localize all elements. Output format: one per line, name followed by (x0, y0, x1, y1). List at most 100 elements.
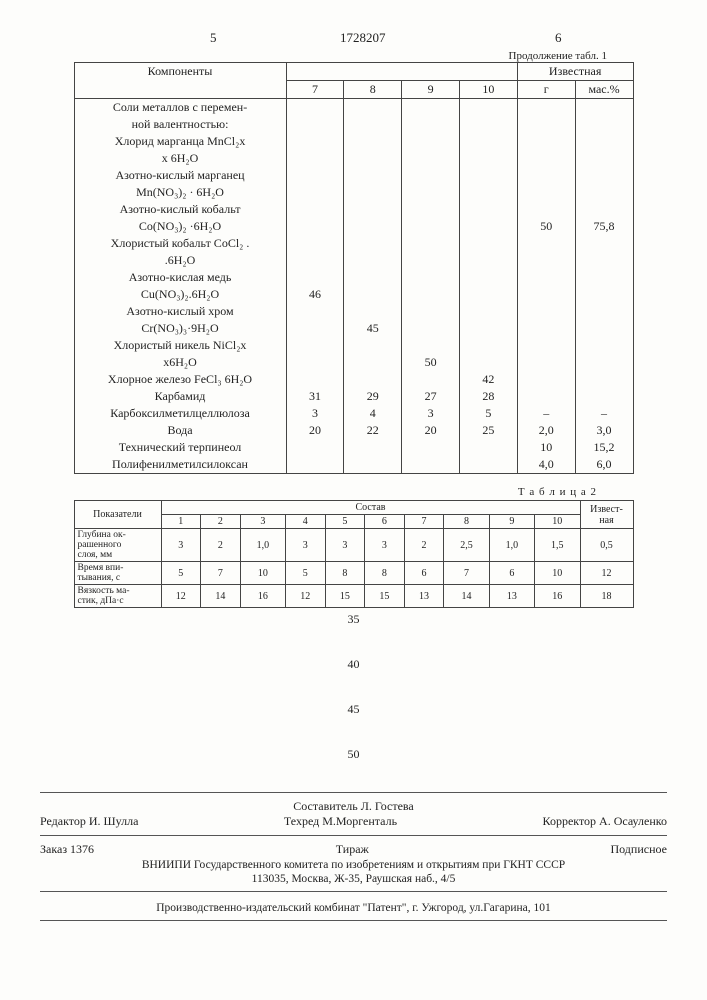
t1-cell-m (575, 133, 633, 150)
t2-cell: 6 (404, 562, 444, 585)
t1-izv-g: г (517, 81, 575, 99)
t2-cell: 1,0 (240, 529, 285, 562)
t1-cell (402, 269, 460, 286)
t1-cell (402, 337, 460, 354)
t1-cell: 20 (402, 422, 460, 439)
t1-cell (459, 116, 517, 133)
t2-col: 3 (240, 515, 285, 529)
t1-cell: 42 (459, 371, 517, 388)
t1-component: Хлорид марганца MnCl₂x (74, 133, 286, 150)
t1-cell (459, 303, 517, 320)
t2-cell: 3 (161, 529, 201, 562)
t1-cell-m (575, 252, 633, 269)
t1-cell (459, 235, 517, 252)
t1-cell (459, 439, 517, 456)
t1-cell-m: 75,8 (575, 218, 633, 235)
line-num: 40 (40, 657, 667, 672)
t1-cell (286, 150, 344, 167)
t1-component: Хлорное железо FeCl₃ 6H₂O (74, 371, 286, 388)
t1-cell (344, 150, 402, 167)
t2-head-grp: Состав (161, 501, 580, 515)
t1-cell-g (517, 269, 575, 286)
t2-cell: 7 (444, 562, 489, 585)
col-num-right: 6 (555, 30, 562, 46)
t1-col: 8 (344, 81, 402, 99)
t2-cell: 14 (201, 585, 241, 608)
t1-cell (459, 269, 517, 286)
table-1: Компоненты Известная 7 8 9 10 г мас.% Со… (74, 62, 634, 474)
t2-cell: 10 (240, 562, 285, 585)
line-num: 35 (40, 612, 667, 627)
t1-cell (286, 184, 344, 201)
t1-cell-g: 2,0 (517, 422, 575, 439)
t1-cell-m (575, 303, 633, 320)
t1-cell: 3 (286, 405, 344, 422)
t1-cell (344, 337, 402, 354)
t1-cell (286, 133, 344, 150)
t2-col: 2 (201, 515, 241, 529)
t1-cell (286, 371, 344, 388)
t1-cell-m (575, 354, 633, 371)
t1-component: Азотно-кислый хром (74, 303, 286, 320)
t1-cell (344, 116, 402, 133)
t2-row-label: Время впи- тывания, с (74, 562, 161, 585)
t1-cell (459, 133, 517, 150)
t2-head-ind: Показатели (74, 501, 161, 529)
t1-component: Cu(NO₃)₂.6H₂O (74, 286, 286, 303)
t1-cell-m (575, 337, 633, 354)
t2-cell: 13 (489, 585, 534, 608)
t1-col: 10 (459, 81, 517, 99)
t1-cell (402, 286, 460, 303)
t2-row-label: Глубина ок- рашенного слоя, мм (74, 529, 161, 562)
t1-cell (286, 201, 344, 218)
t1-component: Карбамид (74, 388, 286, 405)
footer-org1: ВНИИПИ Государственного комитета по изоб… (40, 859, 667, 871)
t1-cell: 3 (402, 405, 460, 422)
footer-order: Заказ 1376 (40, 842, 94, 857)
t2-col: 5 (325, 515, 365, 529)
t1-cell-g (517, 320, 575, 337)
t1-cell (286, 116, 344, 133)
t1-cell (459, 218, 517, 235)
t2-cell: 18 (580, 585, 633, 608)
t1-cell-g: 10 (517, 439, 575, 456)
t1-cell: 31 (286, 388, 344, 405)
t1-cell-g: – (517, 405, 575, 422)
t1-cell: 25 (459, 422, 517, 439)
t1-component: Полифенилметилсилоксан (74, 456, 286, 474)
t1-cell (402, 133, 460, 150)
t2-cell: 3 (286, 529, 326, 562)
t1-component: x 6H₂O (74, 150, 286, 167)
t1-component: x6H₂O (74, 354, 286, 371)
t1-cell-g: 50 (517, 218, 575, 235)
t2-cell: 12 (161, 585, 201, 608)
t1-cell-m (575, 201, 633, 218)
t2-cell: 3 (325, 529, 365, 562)
t1-cell (344, 269, 402, 286)
t1-cell (459, 99, 517, 117)
t1-cell (286, 456, 344, 474)
t1-cell: 5 (459, 405, 517, 422)
t1-cell (344, 99, 402, 117)
t1-cell: 27 (402, 388, 460, 405)
t2-cell: 12 (286, 585, 326, 608)
table1-continuation-label: Продолжение табл. 1 (40, 50, 607, 62)
t2-cell: 10 (535, 562, 580, 585)
t1-cell-g (517, 337, 575, 354)
t1-cell (459, 150, 517, 167)
t1-cell: 4 (344, 405, 402, 422)
t1-cell: 22 (344, 422, 402, 439)
t1-cell (286, 303, 344, 320)
t1-cell (402, 116, 460, 133)
t1-cell-g (517, 286, 575, 303)
t2-cell: 16 (535, 585, 580, 608)
footer-corr: Корректор А. Осауленко (543, 814, 667, 829)
t2-cell: 15 (325, 585, 365, 608)
t1-component: ной валентностью: (74, 116, 286, 133)
t1-col: 7 (286, 81, 344, 99)
t1-cell (459, 167, 517, 184)
t1-cell (286, 235, 344, 252)
t1-component: Карбоксилметилцеллюлоза (74, 405, 286, 422)
t1-cell (402, 235, 460, 252)
t1-cell (402, 167, 460, 184)
